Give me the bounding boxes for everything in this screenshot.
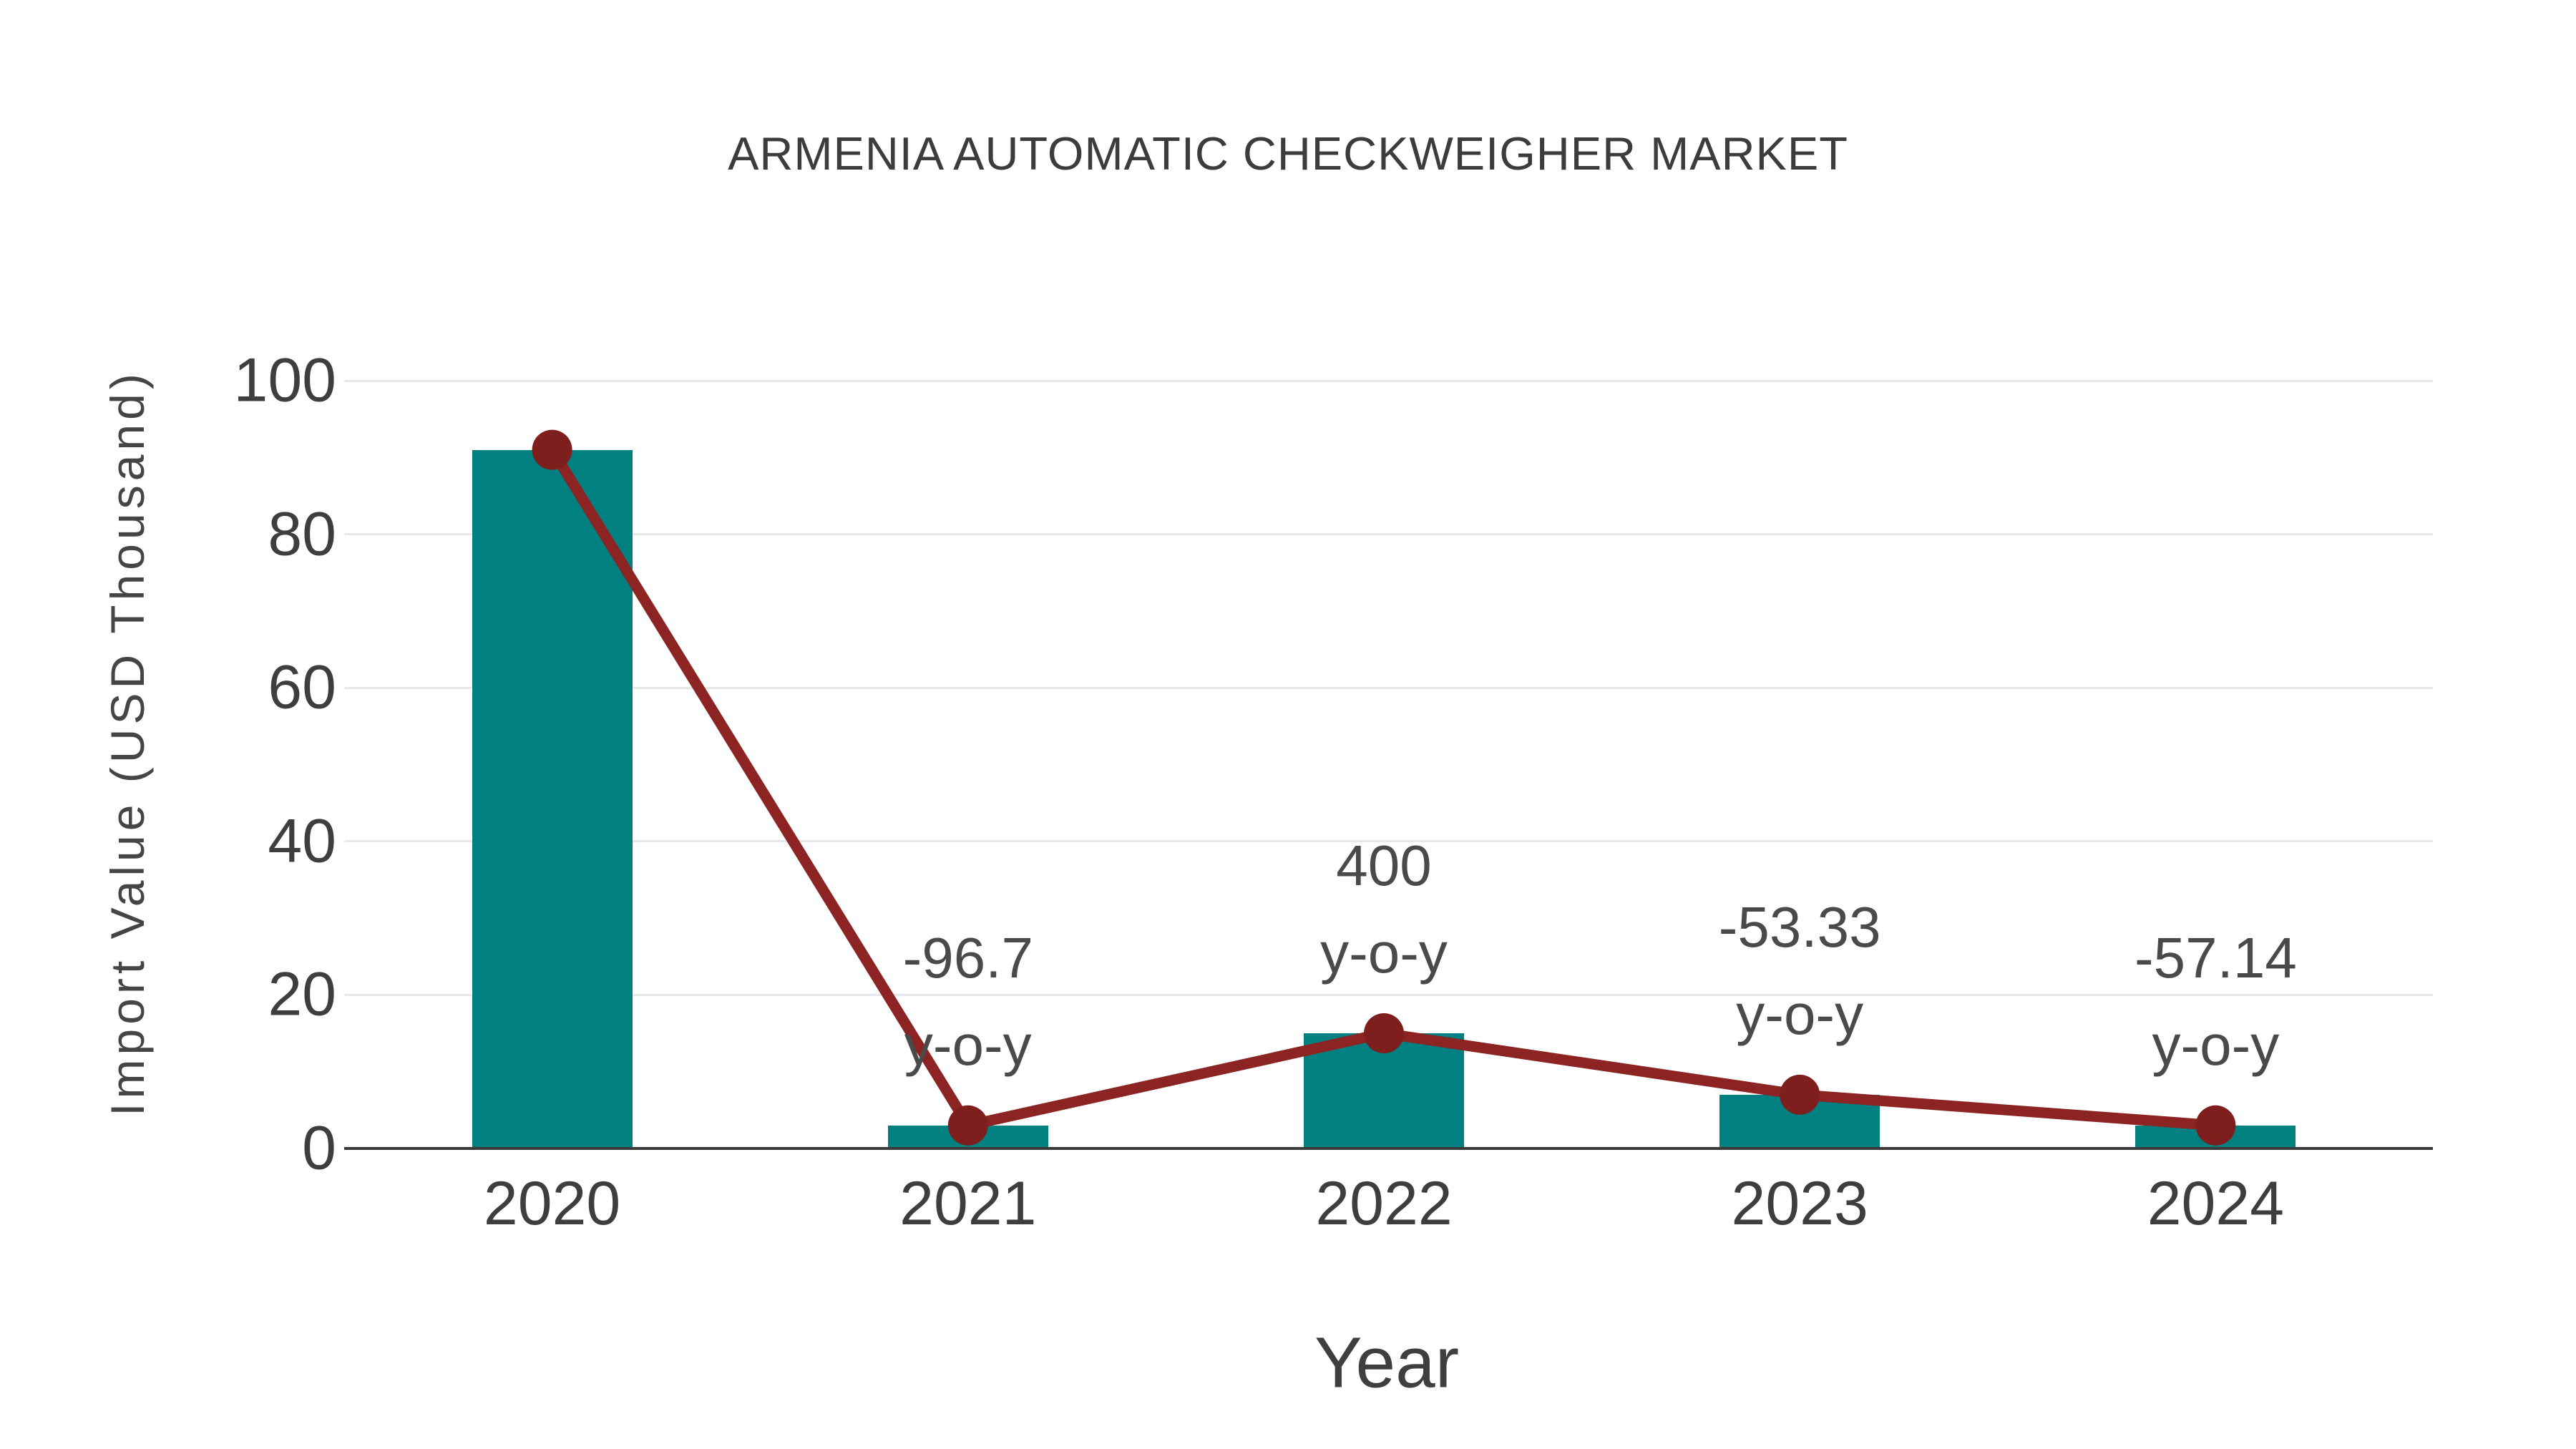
gridline-40 (344, 840, 2433, 843)
annotation-2023-unit: y-o-y (1736, 982, 1864, 1046)
gridline-20 (344, 993, 2433, 996)
gridline-60 (344, 686, 2433, 689)
y-tick-80: 80 (268, 499, 336, 569)
y-tick-20: 20 (268, 960, 336, 1029)
y-tick-60: 60 (268, 653, 336, 722)
annotation-2023-value: -53.33 (1718, 894, 1881, 959)
marker-2021 (947, 1105, 988, 1146)
annotation-2024-value: -57.14 (2134, 925, 2297, 990)
annotation-2021-value: -96.7 (902, 925, 1033, 990)
x-axis-line (344, 1147, 2433, 1150)
gridline-80 (344, 533, 2433, 536)
annotation-2021-unit: y-o-y (904, 1013, 1032, 1077)
x-tick-2023: 2023 (1731, 1169, 1868, 1238)
y-tick-100: 100 (233, 346, 337, 415)
marker-2024 (2195, 1105, 2236, 1146)
chart-title: ARMENIA AUTOMATIC CHECKWEIGHER MARKET (728, 127, 1848, 180)
gridline-100 (344, 379, 2433, 382)
marker-2023 (1780, 1074, 1820, 1115)
x-tick-2020: 2020 (483, 1169, 621, 1238)
x-tick-2024: 2024 (2147, 1169, 2285, 1238)
x-tick-2022: 2022 (1315, 1169, 1453, 1238)
bar-2020 (472, 449, 633, 1148)
marker-2022 (1364, 1013, 1404, 1054)
annotation-2024-unit: y-o-y (2152, 1013, 2280, 1077)
x-axis-title: Year (1314, 1322, 1460, 1403)
annotation-2022-value: 400 (1336, 834, 1432, 898)
x-tick-2021: 2021 (899, 1169, 1037, 1238)
y-tick-0: 0 (302, 1113, 336, 1183)
y-tick-40: 40 (268, 806, 336, 876)
marker-2020 (532, 429, 572, 470)
annotation-2022-unit: y-o-y (1320, 921, 1448, 985)
